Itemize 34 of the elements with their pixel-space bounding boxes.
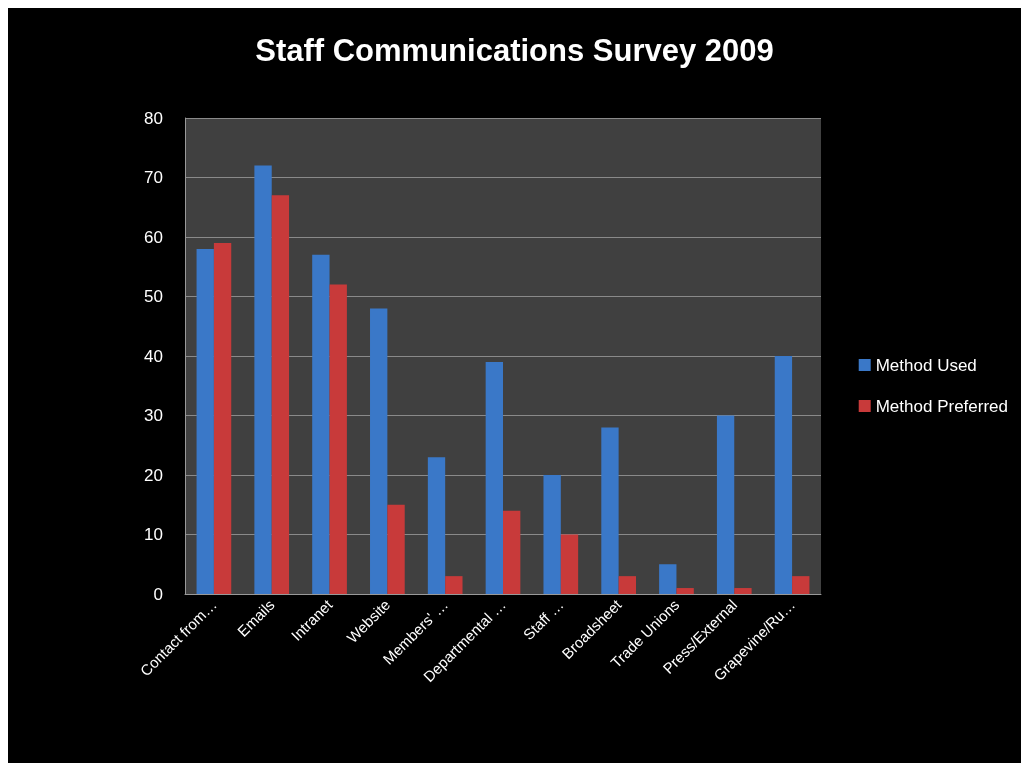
y-tick-label: 20	[144, 465, 163, 485]
bar	[659, 564, 677, 594]
bar	[774, 356, 793, 594]
y-tick-label: 50	[144, 287, 163, 306]
bar	[503, 510, 521, 594]
y-tick-label: 40	[144, 346, 163, 366]
bar	[716, 415, 735, 594]
y-tick-label: 60	[144, 227, 163, 247]
y-tick-label: 80	[144, 108, 163, 128]
bar	[485, 361, 503, 594]
y-tick-label: 70	[144, 168, 163, 187]
bar	[271, 195, 290, 594]
bar	[254, 165, 272, 594]
legend-label: Method Used	[875, 355, 977, 375]
bar	[312, 254, 330, 594]
bar	[445, 576, 463, 594]
bar	[734, 588, 752, 594]
bar	[792, 576, 810, 594]
bar	[329, 284, 347, 594]
bar	[387, 504, 405, 594]
bar	[601, 427, 619, 594]
bar	[427, 457, 446, 594]
chart-title: Staff Communications Survey 2009	[255, 33, 774, 68]
bar	[196, 248, 214, 594]
y-tick-label: 30	[144, 406, 163, 425]
bar	[543, 475, 561, 594]
bar	[370, 308, 388, 594]
bar	[213, 242, 232, 594]
bar	[618, 576, 636, 594]
y-tick-label: 0	[153, 584, 163, 604]
bar	[560, 534, 579, 594]
legend-label: Method Preferred	[875, 396, 1009, 416]
bar	[676, 588, 694, 594]
y-tick-label: 10	[144, 525, 163, 544]
